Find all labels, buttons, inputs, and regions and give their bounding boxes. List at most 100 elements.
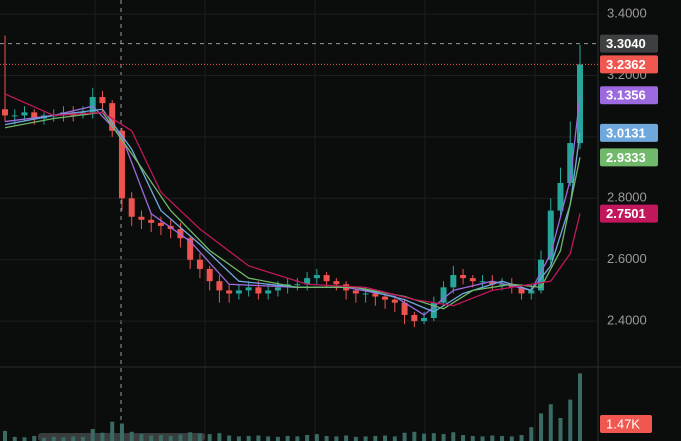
volume-bar (246, 435, 251, 441)
volume-bar (12, 436, 17, 441)
candle-body (157, 222, 164, 226)
volume-bar (392, 436, 397, 441)
volume-bar (412, 431, 417, 441)
volume-bar (480, 436, 485, 441)
volume-bar (344, 435, 349, 441)
volume-bar (422, 433, 427, 441)
candle-body (265, 290, 272, 294)
volume-bar (139, 434, 144, 441)
volume-bar (217, 433, 222, 441)
candle-body (148, 219, 155, 223)
candle-body (391, 299, 398, 303)
candle-body (196, 259, 203, 269)
volume-bar (441, 434, 446, 441)
candle-body (382, 296, 389, 300)
candle-body (538, 259, 545, 291)
volume-bar (158, 435, 163, 441)
candle-body (489, 281, 496, 285)
volume-bar (363, 436, 368, 441)
candle-body (274, 287, 281, 291)
volume-bar (500, 435, 505, 441)
volume-bar (490, 435, 495, 441)
candle-body (89, 97, 96, 113)
volume-bar (3, 430, 7, 441)
candle-body (109, 103, 116, 131)
candle-body (294, 284, 301, 286)
candle-body (440, 287, 447, 303)
candle-body (216, 281, 223, 291)
volume-bar (509, 436, 514, 441)
volume-bar (178, 434, 183, 441)
volume-bar (275, 436, 280, 441)
volume-bar (61, 437, 66, 441)
candle-body (518, 287, 525, 294)
candle-body (411, 314, 418, 322)
volume-bar (334, 436, 339, 441)
candle-body (255, 287, 262, 294)
candle-body (118, 130, 125, 199)
crosshair-badge-bg (600, 34, 658, 53)
candle-body (401, 302, 408, 315)
candle-body (362, 293, 369, 295)
volume-bar (519, 435, 524, 441)
y-tick-label: 3.4000 (607, 6, 647, 21)
y-tick-label: 2.4000 (607, 313, 647, 328)
volume-bar (568, 399, 573, 441)
candle-body (313, 275, 320, 279)
y-tick-label: 2.6000 (607, 251, 647, 266)
crosshair-badge: 3.3040 (606, 36, 646, 51)
candle-body (372, 293, 379, 297)
candle-body (577, 64, 583, 144)
volume-bar (383, 435, 388, 441)
candle-body (567, 143, 574, 183)
candle-body (187, 238, 194, 260)
candle-body (333, 281, 340, 285)
candle-body (460, 275, 467, 279)
ma-badge-bg (600, 204, 658, 223)
ma-badge-bg (600, 148, 658, 167)
candle-body (245, 287, 252, 291)
volume-bar (129, 431, 134, 441)
volume-bar (236, 436, 241, 441)
candle-body (450, 275, 457, 288)
candle-body (304, 278, 311, 285)
candle-body (128, 198, 135, 217)
volume-bar (470, 435, 475, 441)
volume-bar (197, 433, 202, 441)
volume-bar (188, 432, 193, 441)
volume-bar (266, 436, 271, 441)
volume-bar (32, 435, 37, 441)
candle-body (138, 216, 145, 220)
candle-body (430, 302, 437, 319)
volume-bar (119, 423, 124, 441)
volume-bar (305, 435, 310, 441)
volume-bar (402, 432, 407, 441)
ma-badge: 2.7501 (606, 206, 646, 221)
volume-bar (558, 418, 563, 441)
volume-bar (168, 435, 173, 441)
y-tick-label: 2.8000 (607, 190, 647, 205)
volume-bar (51, 436, 56, 441)
candle-body (11, 115, 18, 117)
candle-body (557, 182, 564, 211)
candle-body (21, 112, 28, 116)
candle-body (323, 275, 330, 282)
moving-average-line (4, 93, 581, 307)
volume-bar (80, 436, 85, 441)
volume-badge: 1.47K (606, 416, 640, 431)
candle-body (547, 210, 554, 260)
candle-body (235, 290, 242, 294)
volume-bar (71, 436, 76, 441)
volume-bar (100, 432, 105, 441)
volume-bar (461, 435, 466, 441)
candle-body (499, 284, 506, 286)
candle-body (2, 109, 8, 116)
volume-bar (353, 436, 358, 441)
volume-bar (285, 435, 290, 441)
volume-bar (529, 427, 534, 441)
candle-body (479, 281, 486, 283)
volume-bar (207, 434, 212, 441)
volume-bar (295, 436, 300, 441)
